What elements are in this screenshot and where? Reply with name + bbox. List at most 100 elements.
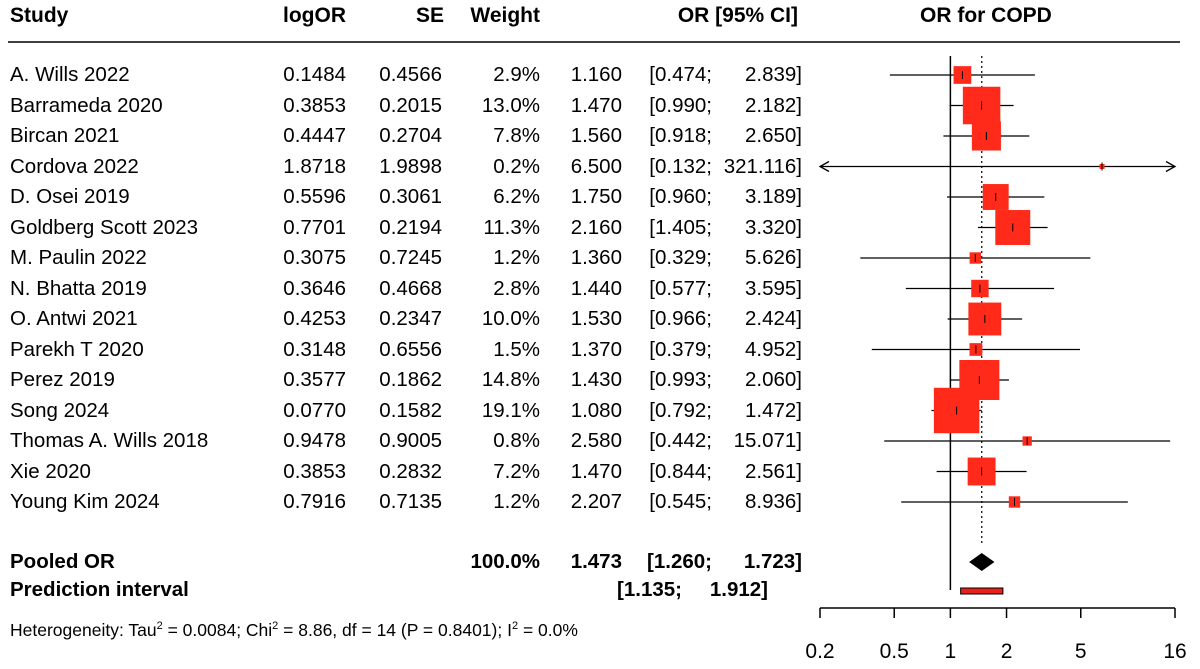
header-study: Study: [10, 4, 69, 27]
study-ci-upper: 15.071]: [733, 429, 802, 452]
x-axis-tick-label: 0.2: [805, 640, 834, 663]
study-ci-lower: [0.990;: [649, 93, 712, 117]
x-axis-tick-label: 16: [1163, 640, 1186, 663]
study-logor: 0.9478: [283, 429, 346, 452]
pooled-weight: 100.0%: [470, 550, 540, 573]
study-name: Xie 2020: [10, 459, 91, 483]
study-ci-lower: [0.993;: [649, 368, 712, 391]
study-se: 0.3061: [379, 185, 442, 208]
study-ci-lower: [0.545;: [649, 490, 712, 513]
study-se: 0.7245: [379, 246, 442, 269]
study-weight: 2.8%: [493, 276, 540, 300]
study-weight: 6.2%: [493, 185, 540, 208]
pooled-ci-lo: [1.260;: [647, 550, 712, 573]
study-logor: 0.4253: [283, 307, 346, 330]
study-se: 0.2704: [379, 124, 442, 147]
study-weight: 1.2%: [493, 490, 540, 513]
study-logor: 0.7916: [283, 490, 346, 513]
study-logor: 0.3646: [283, 276, 346, 300]
pooled-label: Pooled OR: [10, 550, 115, 573]
study-ci-lower: [0.966;: [649, 307, 712, 330]
heterogeneity-stats: Heterogeneity: Tau2 = 0.0084; Chi2 = 8.8…: [10, 615, 578, 641]
ci-arrow-left: [818, 160, 830, 173]
study-ci-upper: 3.595]: [745, 276, 802, 300]
study-name: D. Osei 2019: [10, 185, 130, 208]
study-se: 0.2015: [379, 93, 442, 117]
study-ci-upper: 5.626]: [745, 246, 802, 269]
study-ci-lower: [0.844;: [649, 459, 712, 483]
study-weight: 0.8%: [493, 429, 540, 452]
study-or: 1.560: [570, 124, 622, 147]
pooled-or: 1.473: [570, 550, 622, 573]
study-or: 1.160: [570, 63, 622, 86]
study-ci-upper: 3.189]: [745, 185, 802, 208]
study-name: Bircan 2021: [10, 124, 120, 147]
study-weight: 14.8%: [481, 368, 540, 391]
header-logor: logOR: [283, 4, 346, 27]
study-weight: 7.8%: [493, 124, 540, 147]
study-se: 0.2347: [379, 307, 442, 330]
study-name: N. Bhatta 2019: [10, 276, 147, 300]
study-logor: 0.5596: [283, 185, 346, 208]
study-weight: 19.1%: [481, 398, 540, 422]
study-ci-upper: 8.936]: [745, 490, 802, 513]
het-i-sup: 2: [511, 620, 519, 632]
study-ci-upper: 1.472]: [745, 398, 802, 422]
x-axis-tick-label: 2: [1001, 640, 1013, 663]
study-ci-lower: [0.918;: [649, 124, 712, 147]
study-name: M. Paulin 2022: [10, 246, 147, 269]
study-name: Goldberg Scott 2023: [10, 215, 199, 239]
study-logor: 0.3853: [283, 459, 346, 483]
study-name: Song 2024: [10, 398, 110, 422]
prediction-label: Prediction interval: [10, 578, 189, 601]
study-or: 1.080: [570, 398, 622, 422]
study-ci-upper: 2.182]: [745, 93, 802, 117]
pooled-diamond: [969, 553, 995, 571]
study-name: Young Kim 2024: [10, 490, 160, 513]
prediction-ci-hi: 1.912]: [709, 578, 768, 601]
study-ci-lower: [0.329;: [649, 246, 712, 269]
study-logor: 0.3148: [283, 337, 346, 361]
study-se: 0.6556: [379, 337, 442, 361]
study-or: 1.440: [570, 276, 622, 300]
study-weight: 7.2%: [493, 459, 540, 483]
study-se: 0.2832: [379, 459, 442, 483]
study-name: Barrameda 2020: [10, 93, 163, 117]
study-or: 2.160: [570, 215, 622, 239]
study-name: Perez 2019: [10, 368, 115, 391]
study-or: 1.470: [570, 459, 622, 483]
study-ci-upper: 2.060]: [745, 368, 802, 391]
study-weight: 1.5%: [493, 337, 540, 361]
header-se: SE: [415, 4, 444, 27]
study-se: 0.4668: [379, 276, 442, 300]
study-name: Thomas A. Wills 2018: [10, 429, 209, 452]
study-or: 1.750: [570, 185, 622, 208]
study-logor: 0.3577: [283, 368, 346, 391]
study-se: 0.4566: [379, 63, 442, 86]
prediction-ci-lo: [1.135;: [617, 578, 682, 601]
study-ci-upper: 2.650]: [745, 124, 802, 147]
study-or: 1.370: [570, 337, 622, 361]
header-weight: Weight: [470, 4, 540, 27]
study-or: 1.530: [570, 307, 622, 330]
het-i-val: = 0.0%: [518, 619, 578, 640]
study-or: 2.580: [570, 429, 622, 452]
study-ci-upper: 2.424]: [745, 307, 802, 330]
study-weight: 2.9%: [493, 63, 540, 86]
het-tau-val: = 0.0084; Chi: [162, 619, 273, 640]
plot-title: OR for COPD: [920, 4, 1052, 27]
study-weight: 10.0%: [481, 307, 540, 330]
study-ci-lower: [0.132;: [649, 154, 712, 178]
study-ci-upper: 4.952]: [745, 337, 802, 361]
study-weight: 0.2%: [493, 154, 540, 178]
study-se: 1.9898: [379, 154, 442, 178]
study-or: 2.207: [570, 490, 622, 513]
het-tau-sup: 2: [156, 620, 163, 632]
study-logor: 1.8718: [283, 154, 346, 178]
study-ci-lower: [1.405;: [649, 215, 712, 239]
study-ci-upper: 321.116]: [723, 154, 802, 178]
study-name: Parekh T 2020: [10, 337, 144, 361]
study-or: 1.470: [570, 93, 622, 117]
study-or: 6.500: [570, 154, 622, 178]
